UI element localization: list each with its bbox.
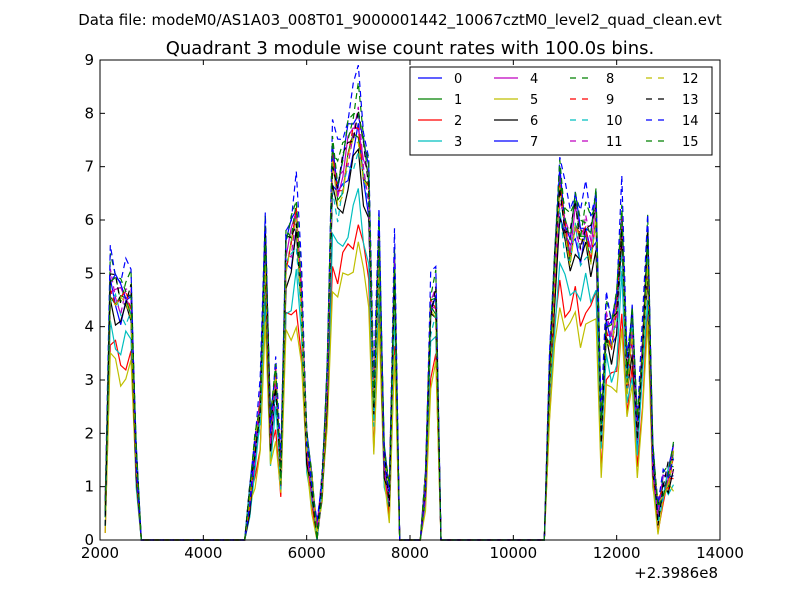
legend-label-5: 5 xyxy=(530,93,538,108)
y-tick-label: 7 xyxy=(84,158,94,176)
data-file-header: Data file: modeM0/AS1A03_008T01_90000014… xyxy=(78,11,722,30)
legend-label-0: 0 xyxy=(454,72,462,87)
legend-label-10: 10 xyxy=(606,114,623,129)
legend-label-4: 4 xyxy=(530,72,538,87)
y-tick-label: 0 xyxy=(84,531,94,549)
legend-label-9: 9 xyxy=(606,93,614,108)
x-tick-label: 8000 xyxy=(391,544,429,562)
y-tick-label: 6 xyxy=(84,211,94,229)
legend-label-12: 12 xyxy=(682,72,699,87)
x-tick-label: 14000 xyxy=(696,544,744,562)
legend-frame xyxy=(409,66,713,156)
y-tick-label: 2 xyxy=(84,424,94,442)
x-tick-label: 12000 xyxy=(593,544,641,562)
y-tick-label: 3 xyxy=(84,371,94,389)
axis-ticks: 2000 4000 6000 8000 10000 12000 14000012345678… xyxy=(81,51,744,562)
legend-label-2: 2 xyxy=(454,114,462,129)
x-tick-label: 2000 xyxy=(81,544,119,562)
y-tick-label: 9 xyxy=(84,51,94,69)
legend-label-1: 1 xyxy=(454,93,462,108)
chart-title: Quadrant 3 module wise count rates with … xyxy=(166,38,655,59)
y-tick-label: 1 xyxy=(84,478,94,496)
x-tick-label: 4000 xyxy=(184,544,222,562)
y-tick-label: 4 xyxy=(84,318,94,336)
legend-label-15: 15 xyxy=(682,135,699,150)
legend-label-14: 14 xyxy=(682,114,699,129)
legend-label-6: 6 xyxy=(530,114,538,129)
x-tick-label: 10000 xyxy=(489,544,537,562)
series-line-13 xyxy=(104,110,674,541)
legend-label-13: 13 xyxy=(682,93,699,108)
legend-label-7: 7 xyxy=(530,135,538,150)
y-tick-label: 5 xyxy=(84,264,94,282)
legend-label-3: 3 xyxy=(454,135,462,150)
series-line-8 xyxy=(104,82,674,541)
y-tick-label: 8 xyxy=(84,104,94,122)
x-offset-label: +2.3986e8 xyxy=(634,564,718,582)
legend-label-11: 11 xyxy=(606,135,623,150)
legend-label-8: 8 xyxy=(606,72,614,87)
x-tick-label: 6000 xyxy=(288,544,326,562)
